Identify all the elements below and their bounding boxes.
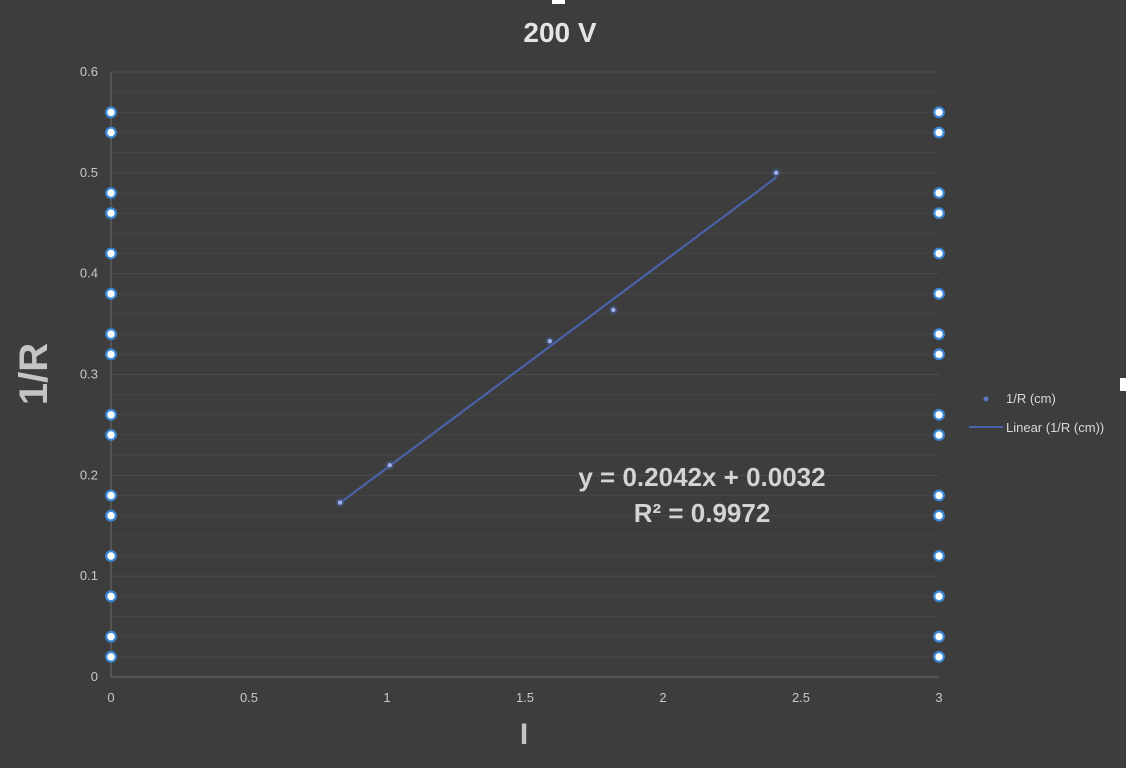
selection-handle[interactable] — [105, 348, 117, 361]
selection-handle[interactable] — [933, 630, 945, 643]
selection-handle[interactable] — [105, 287, 117, 300]
selection-handle[interactable] — [105, 126, 117, 139]
selection-handle[interactable] — [933, 489, 945, 502]
x-tick-label: 1.5 — [516, 690, 534, 705]
selection-handle[interactable] — [105, 106, 117, 119]
selection-handle[interactable] — [933, 126, 945, 139]
y-tick-label: 0.5 — [80, 165, 98, 180]
selection-handle[interactable] — [105, 650, 117, 663]
selection-handle[interactable] — [933, 247, 945, 260]
selection-handles — [105, 106, 945, 663]
y-tick-label: 0.6 — [80, 64, 98, 79]
x-tick-label: 3 — [935, 690, 942, 705]
selection-handle[interactable] — [933, 207, 945, 220]
selection-handle[interactable] — [933, 328, 945, 341]
selection-handle[interactable] — [933, 550, 945, 562]
legend-marker-points — [983, 396, 989, 402]
selection-handle[interactable] — [933, 590, 945, 603]
y-tick-label: 0.1 — [80, 568, 98, 583]
selection-handle[interactable] — [105, 509, 117, 522]
y-tick-label: 0.2 — [80, 467, 98, 482]
selection-handle[interactable] — [105, 489, 117, 502]
data-point[interactable] — [611, 307, 616, 313]
selection-handle[interactable] — [105, 207, 117, 220]
right-resize-handle[interactable] — [1120, 378, 1126, 391]
legend-label-points: 1/R (cm) — [1006, 391, 1056, 406]
selection-handle[interactable] — [933, 408, 945, 421]
selection-handle[interactable] — [933, 429, 945, 441]
data-point[interactable] — [337, 500, 343, 505]
trendline-r-squared[interactable]: R² = 0.9972 — [634, 498, 771, 528]
y-tick-label: 0.3 — [80, 367, 98, 382]
top-resize-handle[interactable] — [552, 0, 565, 4]
trendline-equation[interactable]: y = 0.2042x + 0.0032 — [578, 462, 825, 492]
data-point[interactable] — [547, 339, 553, 344]
y-tick-label: 0 — [91, 669, 98, 684]
legend-label-trendline: Linear (1/R (cm)) — [1006, 420, 1104, 435]
data-points — [335, 168, 781, 508]
selection-handle[interactable] — [105, 328, 117, 341]
axes — [110, 72, 939, 678]
legend[interactable]: 1/R (cm) Linear (1/R (cm)) — [969, 391, 1104, 435]
y-axis-title: 1/R — [12, 343, 56, 405]
gridlines — [111, 71, 939, 658]
x-tick-labels: 0 0.5 1 1.5 2 2.5 3 — [107, 690, 942, 705]
trendline[interactable] — [339, 176, 777, 504]
trendline-layer — [339, 176, 777, 504]
data-point[interactable] — [773, 170, 779, 176]
selection-handle[interactable] — [933, 650, 945, 663]
x-tick-label: 0 — [107, 690, 114, 705]
selection-handle[interactable] — [933, 287, 945, 300]
selection-handle[interactable] — [105, 408, 117, 421]
selection-handle[interactable] — [105, 550, 117, 562]
selection-handle[interactable] — [105, 247, 117, 260]
x-tick-label: 0.5 — [240, 690, 258, 705]
x-axis-title: I — [520, 718, 528, 751]
selection-handle[interactable] — [933, 106, 945, 119]
selection-handle[interactable] — [933, 509, 945, 522]
data-point[interactable] — [387, 463, 392, 468]
selection-handle[interactable] — [933, 348, 945, 361]
chart-title: 200 V — [523, 17, 596, 48]
y-tick-label: 0.4 — [80, 266, 98, 281]
x-tick-label: 1 — [383, 690, 390, 705]
x-tick-label: 2 — [659, 690, 666, 705]
selection-handle[interactable] — [105, 630, 117, 643]
selection-handle[interactable] — [105, 590, 117, 603]
selection-handle[interactable] — [933, 187, 945, 199]
x-tick-label: 2.5 — [792, 690, 810, 705]
selection-handle[interactable] — [105, 187, 117, 199]
selection-handle[interactable] — [105, 429, 117, 441]
y-tick-labels: 0 0.1 0.2 0.3 0.4 0.5 0.6 — [80, 64, 98, 684]
